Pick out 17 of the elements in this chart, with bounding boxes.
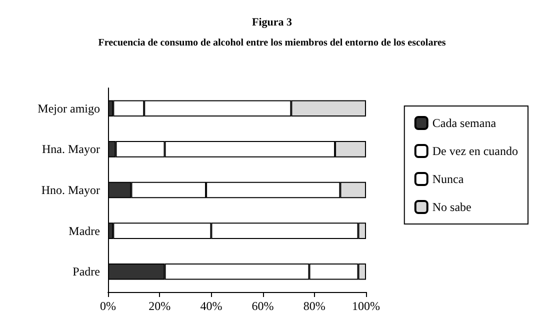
y-tick-label: Hno. Mayor [41, 183, 100, 197]
y-tick-label: Padre [72, 264, 100, 279]
legend-label: Cada semana [432, 116, 497, 130]
y-tick-label: Madre [68, 224, 100, 238]
y-tick-label: Hna. Mayor [42, 142, 100, 156]
x-tick-label: 0% [100, 299, 116, 313]
legend-label: No sabe [432, 200, 472, 214]
x-tick-label: 40% [200, 299, 222, 313]
chart-subtitle: Frecuencia de consumo de alcohol entre los miembros del entorno de los escolares [98, 38, 446, 48]
x-tick-label: 100% [352, 299, 380, 313]
legend-label: Nunca [432, 172, 464, 186]
x-tick-label: 20% [148, 299, 171, 313]
y-tick-label: Mejor amigo [38, 101, 100, 116]
legend-label: De vez en cuando [432, 144, 518, 158]
x-tick-label: 60% [252, 299, 274, 313]
x-tick-label: 80% [303, 299, 326, 313]
chart-title: Figura 3 [252, 16, 293, 28]
